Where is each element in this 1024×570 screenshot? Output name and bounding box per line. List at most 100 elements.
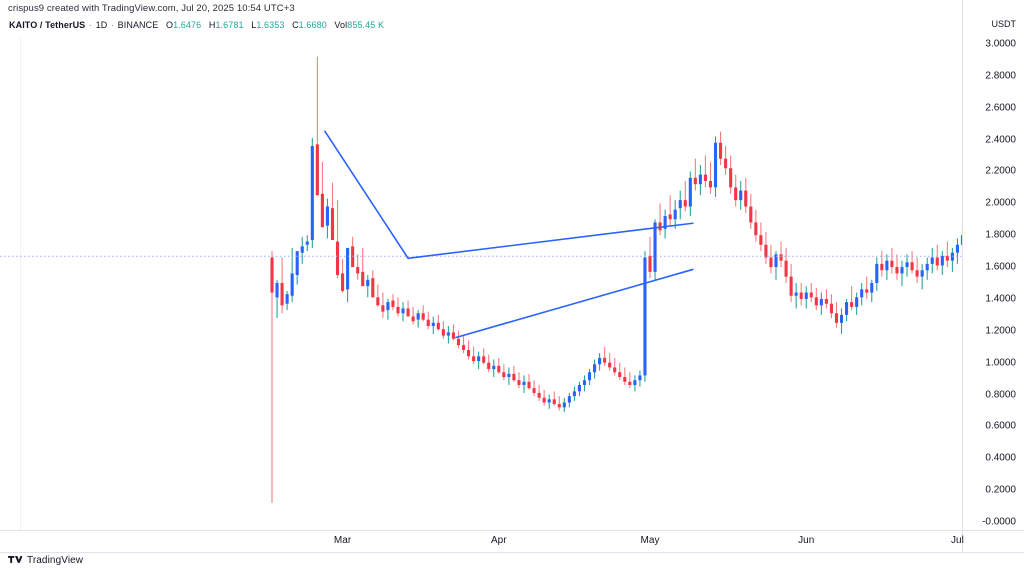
- footer-divider: [0, 552, 1024, 553]
- candle: [467, 340, 471, 360]
- candle: [386, 298, 390, 320]
- time-axis[interactable]: Mar Apr May Jun Jul: [0, 531, 964, 552]
- candle: [577, 381, 581, 397]
- candle: [774, 251, 778, 280]
- footer: TradingView: [8, 555, 83, 566]
- price-axis-tick: 0.4000: [985, 452, 1016, 464]
- candle: [598, 353, 602, 371]
- candle: [890, 247, 894, 274]
- legend-low-label: L: [251, 20, 257, 30]
- rising-wedge-lower[interactable]: [455, 268, 694, 339]
- candle: [900, 260, 904, 287]
- candle: [819, 292, 823, 315]
- candle: [285, 290, 289, 311]
- price-axis-tick: 1.0000: [985, 357, 1016, 369]
- legend-open-value: 1.6476: [173, 20, 202, 30]
- legend-open-label: O: [165, 20, 174, 30]
- candle: [315, 56, 319, 196]
- candles-layer: [270, 56, 962, 503]
- price-axis-tick: 0.8000: [985, 389, 1016, 401]
- legend-symbol[interactable]: KAITO / TetherUS: [9, 20, 86, 30]
- candle: [905, 254, 909, 277]
- candle: [794, 283, 798, 309]
- legend-interval[interactable]: 1D: [95, 20, 108, 30]
- price-axis-tick: 0.2000: [985, 484, 1016, 496]
- rising-wedge-upper[interactable]: [407, 222, 694, 260]
- candlestick-plot[interactable]: [0, 36, 962, 530]
- price-axis-divider: [962, 0, 963, 553]
- candle: [280, 257, 284, 314]
- price-axis[interactable]: 3.0000 2.8000 2.6000 2.4000 2.2000 2.0000 1.80…: [962, 36, 1024, 530]
- candle: [356, 254, 360, 280]
- candle: [361, 247, 365, 287]
- candle: [834, 302, 839, 328]
- legend-separator-1: ·: [88, 20, 92, 30]
- candle: [754, 209, 758, 242]
- candle: [719, 131, 723, 166]
- candle: [562, 397, 566, 413]
- candle: [341, 259, 345, 293]
- candle: [713, 136, 718, 197]
- time-axis-tick: Jun: [798, 535, 815, 546]
- candle: [769, 244, 773, 274]
- candle: [845, 298, 849, 322]
- candle: [381, 292, 385, 319]
- candle: [587, 369, 592, 385]
- trendlines-layer: [324, 130, 694, 339]
- candle: [532, 380, 536, 397]
- candle: [507, 367, 511, 385]
- time-axis-tick: Mar: [333, 535, 352, 546]
- candle: [487, 354, 491, 373]
- candle: [401, 302, 405, 322]
- candle: [895, 254, 899, 280]
- candle: [860, 283, 864, 306]
- plot-left-edge: [20, 36, 21, 530]
- candle: [572, 386, 576, 401]
- price-axis-tick: -0.0000: [982, 516, 1016, 528]
- candle: [411, 306, 415, 325]
- candle: [789, 263, 793, 303]
- price-axis-tick: 2.0000: [985, 197, 1016, 209]
- descending-trendline[interactable]: [324, 130, 409, 260]
- candle: [940, 251, 944, 276]
- candle: [557, 396, 561, 411]
- legend-exchange: BINANCE: [117, 20, 159, 30]
- candle: [708, 161, 713, 194]
- candle: [880, 251, 884, 277]
- candle: [290, 247, 294, 303]
- candle: [497, 357, 501, 374]
- price-axis-unit: USDT: [991, 19, 1017, 29]
- candle: [744, 177, 748, 213]
- candle: [461, 335, 466, 354]
- candle: [829, 294, 833, 319]
- candle: [729, 155, 733, 194]
- candle: [512, 365, 516, 382]
- time-axis-tick: May: [640, 535, 660, 546]
- candle: [623, 367, 627, 385]
- candle: [633, 375, 637, 392]
- candle: [547, 394, 551, 409]
- candle: [804, 286, 808, 309]
- candle: [703, 155, 707, 188]
- price-axis-tick: 3.0000: [985, 38, 1016, 50]
- candle: [673, 200, 677, 229]
- candle: [945, 241, 949, 268]
- tradingview-brand-label: TradingView: [27, 555, 84, 566]
- candle: [527, 373, 531, 390]
- candle: [724, 145, 728, 175]
- candle: [693, 158, 697, 191]
- candle: [376, 284, 380, 307]
- candle: [925, 257, 929, 280]
- candle: [739, 181, 743, 210]
- attribution-text: crispus9 created with TradingView.com, J…: [8, 3, 295, 14]
- price-axis-tick: 1.6000: [985, 261, 1016, 273]
- candle: [663, 209, 667, 239]
- candle: [613, 357, 617, 376]
- candle: [930, 247, 934, 274]
- candle: [451, 324, 455, 341]
- price-axis-tick: 0.6000: [985, 420, 1016, 432]
- candle: [759, 222, 763, 252]
- candle: [658, 203, 662, 236]
- candle: [406, 300, 410, 317]
